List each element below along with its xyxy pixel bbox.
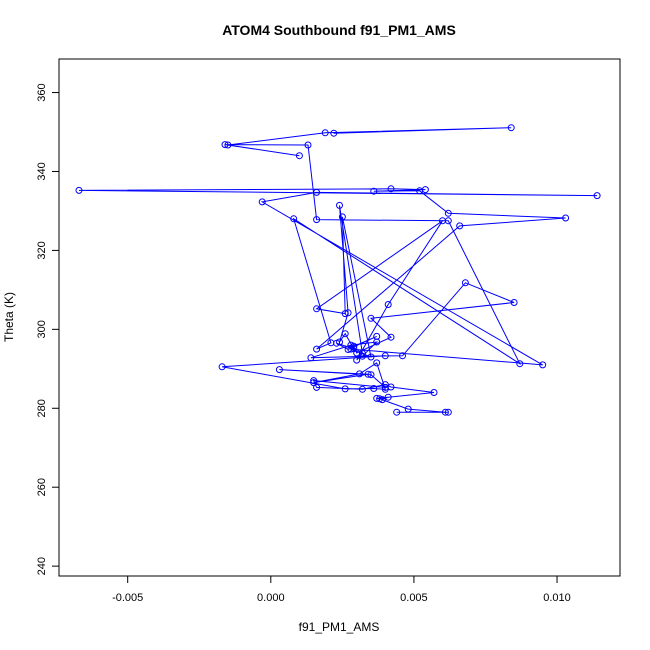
data-point [381,352,389,360]
data-point [430,389,438,396]
series-line [78,127,598,413]
data-point [381,383,389,391]
data-point [347,345,355,353]
data-point [507,124,515,132]
data-point [399,352,406,360]
data-point [218,363,226,371]
data-point [393,408,401,416]
data-point [444,209,452,217]
data-point [338,213,346,221]
data-point [373,394,381,402]
data-point [224,141,232,149]
data-point [370,385,378,392]
data-point [387,185,395,193]
data-point [330,129,338,137]
data-point [304,141,312,149]
data-point [387,333,395,341]
data-point [358,352,366,360]
data-point [593,192,601,200]
y-tick-label: 300 [36,320,48,338]
data-point [367,353,375,361]
x-tick-label: 0.000 [257,592,285,604]
data-point [353,356,361,364]
data-point [313,188,321,196]
y-tick-label: 360 [36,83,48,101]
x-axis-label: f91_PM1_AMS [299,620,380,634]
data-point [461,279,469,287]
data-point [384,393,392,401]
data-point [376,395,384,403]
data-point [370,187,378,195]
data-point [404,405,412,413]
data-point [336,201,343,209]
x-axis: -0.005 0.000 0.005 0.010 [112,576,571,604]
data-point [313,345,321,353]
data-point [416,187,424,195]
data-point [381,385,389,393]
chart-title: ATOM4 Southbound f91_PM1_AMS [222,22,456,38]
data-point [358,385,366,393]
y-tick-label: 320 [36,241,48,259]
data-point [367,314,375,322]
data-point [444,217,452,225]
series-layer [75,124,601,416]
x-tick-label: 0.005 [400,592,428,604]
data-point [373,332,381,340]
data-point [275,366,283,374]
data-point [444,408,452,416]
plot-frame [58,58,621,577]
data-point [336,338,343,346]
data-point [310,377,318,385]
data-point [562,214,570,222]
y-axis-label: Theta (K) [2,292,16,342]
data-point [384,301,392,308]
data-point [350,345,358,353]
y-tick-label: 260 [36,478,48,496]
x-tick-label: -0.005 [112,592,143,604]
y-tick-label: 280 [36,399,48,417]
data-point [307,354,315,362]
data-point [373,359,381,367]
y-axis: 240 260 280 300 320 340 360 [36,83,59,575]
data-point [516,360,524,368]
data-point [258,198,266,206]
data-point [341,385,349,393]
data-point [510,299,518,306]
y-tick-label: 240 [36,557,48,575]
data-point [313,216,321,224]
data-point [364,370,372,378]
data-point [321,129,329,137]
x-tick-label: 0.010 [543,592,571,604]
data-point [290,215,298,223]
data-point [456,222,464,230]
data-point [441,408,449,416]
data-point [539,361,547,369]
data-point [313,305,321,313]
data-point [75,186,83,194]
data-point [221,141,229,149]
data-point [344,309,352,317]
data-point [327,339,335,347]
data-point [341,330,349,338]
data-point [341,310,349,318]
data-point [358,349,366,357]
data-point [356,370,363,378]
data-point [367,371,375,379]
data-point [381,381,389,389]
data-point [310,379,318,387]
data-point [295,152,303,160]
y-tick-label: 340 [36,162,48,180]
